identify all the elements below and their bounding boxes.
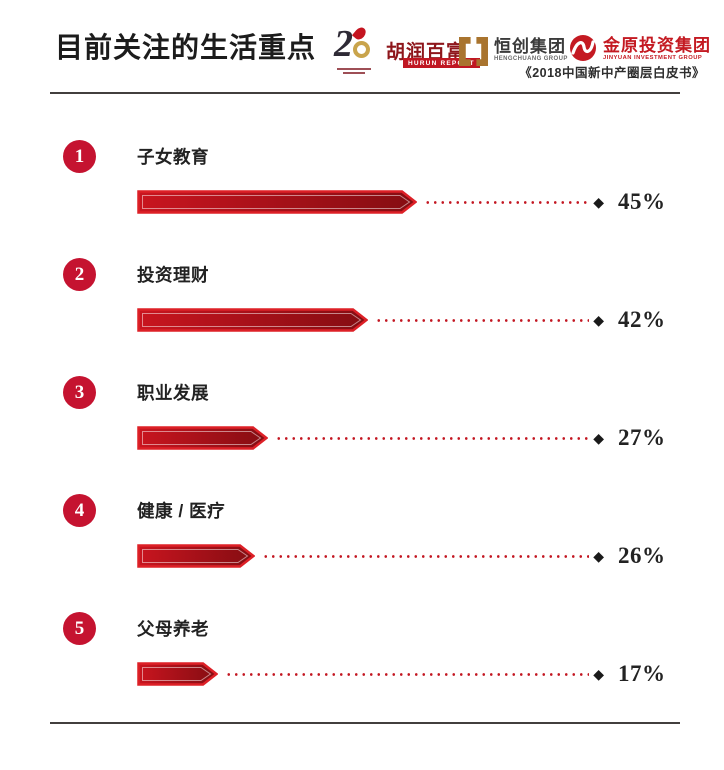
page-title: 目前关注的生活重点	[55, 32, 317, 63]
hurun-logo-cn: 胡润百富	[386, 42, 467, 63]
value-bar	[137, 190, 417, 214]
diamond-marker-icon: ◆	[593, 312, 604, 328]
hurun-logo-en: HURUN REPORT	[403, 58, 480, 68]
rank-number: 4	[74, 499, 85, 521]
jinyuan-swirl-mark-icon	[570, 35, 596, 61]
dotted-leader-line	[275, 436, 590, 440]
anniversary-20-logo: 2	[334, 23, 376, 76]
hengchuang-logo: 恒创集团 HENGCHUANG GROUP	[459, 37, 568, 66]
rank-badge: 5	[63, 612, 96, 645]
rank-number: 2	[74, 263, 85, 285]
value-bar	[137, 662, 218, 686]
rank-number: 1	[74, 145, 85, 167]
rank-number: 3	[74, 381, 85, 403]
category-label: 子女教育	[137, 147, 209, 167]
top-divider	[50, 92, 680, 94]
bar-chart: 1 子女教育 ◆ 45% 2 投资理财	[50, 94, 680, 686]
value-bar	[137, 544, 255, 568]
dotted-leader-line	[375, 318, 590, 322]
anniversary-caption-line	[337, 68, 371, 70]
header: 目前关注的生活重点 2 胡润百富 HURUN REPORT 恒创集团 HENGC…	[0, 0, 724, 95]
source-citation: 《2018中国新中产圈层白皮书》	[519, 66, 705, 80]
rank-badge: 4	[63, 494, 96, 527]
category-label: 职业发展	[137, 383, 209, 403]
dotted-leader-line	[225, 672, 590, 676]
anniversary-gold-ring-icon	[353, 41, 370, 58]
diamond-marker-icon: ◆	[593, 194, 604, 210]
jinyuan-logo: 金原投资集团 JINYUAN INVESTMENT GROUP	[569, 34, 711, 62]
rank-badge: 1	[63, 140, 96, 173]
value-label: 17%	[618, 661, 666, 686]
hengchuang-logo-cn: 恒创集团	[494, 37, 566, 56]
hurun-logo: 胡润百富 HURUN REPORT	[386, 37, 480, 73]
chart-row-5: 5 父母养老 ◆ 17%	[50, 612, 680, 686]
bottom-divider	[50, 722, 680, 724]
value-label: 45%	[618, 189, 666, 214]
dotted-leader-line	[424, 200, 590, 204]
chart-row-1: 1 子女教育 ◆ 45%	[50, 140, 680, 214]
value-label: 26%	[618, 543, 666, 568]
dotted-leader-line	[262, 554, 590, 558]
chart-row-4: 4 健康 / 医疗 ◆ 26%	[50, 494, 680, 568]
jinyuan-logo-en: JINYUAN INVESTMENT GROUP	[603, 54, 703, 61]
anniversary-caption-line	[343, 72, 365, 74]
jinyuan-logo-cn: 金原投资集团	[603, 35, 711, 55]
chart-row-2: 2 投资理财 ◆ 42%	[50, 258, 680, 332]
diamond-marker-icon: ◆	[593, 548, 604, 564]
anniversary-2-glyph: 2	[334, 23, 353, 65]
value-bar	[137, 308, 368, 332]
value-label: 42%	[618, 307, 666, 332]
rank-badge: 2	[63, 258, 96, 291]
rank-number: 5	[74, 617, 85, 639]
category-label: 父母养老	[137, 619, 209, 639]
hengchuang-h-mark-icon	[459, 37, 488, 66]
anniversary-red-drop-icon	[351, 25, 369, 42]
value-bar	[137, 426, 268, 450]
diamond-marker-icon: ◆	[593, 666, 604, 682]
diamond-marker-icon: ◆	[593, 430, 604, 446]
rank-badge: 3	[63, 376, 96, 409]
hengchuang-logo-en: HENGCHUANG GROUP	[494, 56, 568, 62]
chart-row-3: 3 职业发展 ◆ 27%	[50, 376, 680, 450]
category-label: 健康 / 医疗	[137, 501, 226, 521]
value-label: 27%	[618, 425, 666, 450]
category-label: 投资理财	[137, 265, 209, 285]
